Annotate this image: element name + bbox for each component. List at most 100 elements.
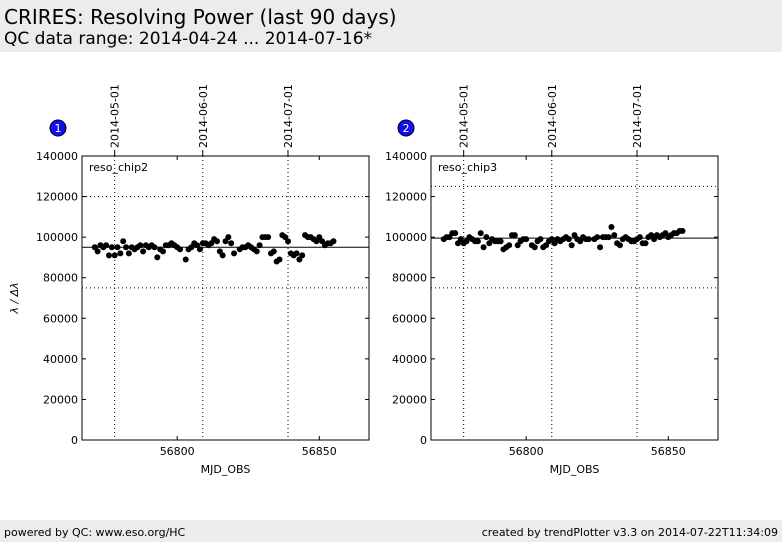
data-point [608, 224, 615, 230]
y-tick-label: 80000 [392, 272, 427, 285]
footer-powered-by: powered by QC: www.eso.org/HC [4, 526, 186, 539]
data-point [117, 250, 124, 257]
y-tick-label: 80000 [43, 272, 78, 285]
data-point [537, 236, 544, 243]
data-point [474, 238, 481, 245]
y-tick-label: 0 [420, 434, 427, 447]
y-tick-label: 20000 [392, 393, 427, 406]
data-point [497, 238, 504, 245]
data-point [679, 228, 686, 235]
y-tick-label: 100000 [36, 231, 78, 244]
y-tick-label: 40000 [43, 353, 78, 366]
x-axis-label: MJD_OBS [550, 463, 600, 476]
page-title: CRIRES: Resolving Power (last 90 days) [4, 5, 397, 29]
data-point [477, 230, 484, 237]
data-point [151, 244, 158, 251]
series-label: reso_chip3 [438, 161, 497, 174]
plot-frame [430, 155, 719, 441]
data-point [154, 254, 161, 261]
charts-area: 2014-05-01 2014-06-01 2014-07-01 0 20000 4000… [8, 84, 719, 476]
data-point [293, 250, 300, 257]
data-point [265, 234, 272, 241]
data-point [219, 252, 226, 259]
x-axis-label: MJD_OBS [201, 463, 251, 476]
x-tick-label: 56850 [651, 445, 686, 458]
data-point [523, 236, 530, 243]
y-tick-label: 20000 [43, 393, 78, 406]
data-point [506, 242, 513, 249]
x-tick-label: 56800 [509, 445, 544, 458]
data-point [177, 246, 184, 253]
data-point [123, 244, 130, 251]
data-point [299, 252, 306, 259]
y-axis-label: λ / Δλ [8, 282, 21, 314]
y-tick-label: 140000 [385, 150, 427, 163]
data-point [125, 250, 132, 257]
y-tick-label: 100000 [385, 231, 427, 244]
data-point [276, 256, 283, 263]
panel-number-label: 1 [55, 122, 62, 135]
data-point [565, 236, 572, 243]
x-tick-label: 56850 [302, 445, 337, 458]
data-point [105, 252, 112, 259]
data-point [511, 232, 518, 239]
series-label: reso_chip2 [89, 161, 148, 174]
data-point [231, 250, 238, 257]
data-point [120, 238, 127, 245]
data-point [114, 244, 121, 251]
data-point [103, 242, 110, 249]
data-point [616, 242, 623, 249]
data-point [285, 238, 292, 245]
data-point [330, 238, 337, 245]
data-point [94, 248, 101, 255]
data-point [228, 240, 235, 247]
plot-frame [81, 155, 370, 441]
data-point [140, 248, 147, 255]
footer-created-by: created by trendPlotter v3.3 on 2014-07-… [481, 526, 778, 539]
data-point [182, 256, 189, 263]
plot-background [82, 156, 369, 440]
data-point [137, 242, 144, 249]
data-point [597, 244, 604, 251]
data-point [452, 230, 459, 237]
data-point [225, 234, 232, 241]
date-marker-label: 2014-05-01 [109, 84, 122, 148]
data-point [483, 234, 490, 241]
y-tick-label: 120000 [36, 191, 78, 204]
date-marker-label: 2014-05-01 [458, 84, 471, 148]
y-tick-label: 0 [71, 434, 78, 447]
date-marker-label: 2014-06-01 [197, 84, 210, 148]
data-point [111, 252, 118, 259]
footer-bar: powered by QC: www.eso.org/HC created by… [0, 520, 782, 542]
data-point [213, 238, 220, 245]
x-tick-label: 56800 [160, 445, 195, 458]
y-tick-label: 120000 [385, 191, 427, 204]
data-point [642, 240, 649, 247]
data-point [159, 248, 166, 255]
data-point [531, 244, 538, 251]
panel-number-label: 2 [403, 122, 410, 135]
data-point [585, 236, 592, 243]
data-point [108, 244, 115, 251]
data-point [568, 242, 575, 249]
data-point [611, 232, 618, 239]
date-marker-label: 2014-07-01 [282, 84, 295, 148]
data-point [270, 248, 277, 255]
y-tick-label: 60000 [392, 312, 427, 325]
y-tick-label: 60000 [43, 312, 78, 325]
data-point [594, 234, 601, 241]
plot-background [431, 156, 718, 440]
data-point [253, 248, 260, 255]
y-tick-label: 40000 [392, 353, 427, 366]
date-marker-label: 2014-06-01 [546, 84, 559, 148]
data-point [480, 244, 487, 251]
panel-number-badge [397, 119, 415, 137]
date-marker-label: 2014-07-01 [631, 84, 644, 148]
y-tick-label: 140000 [36, 150, 78, 163]
header-bar: CRIRES: Resolving Power (last 90 days) Q… [0, 0, 782, 52]
data-point [256, 242, 263, 249]
page-subtitle: QC data range: 2014-04-24 ... 2014-07-16… [4, 29, 373, 49]
data-point [636, 234, 643, 241]
panel-number-badge [49, 119, 67, 137]
data-point [196, 246, 203, 253]
